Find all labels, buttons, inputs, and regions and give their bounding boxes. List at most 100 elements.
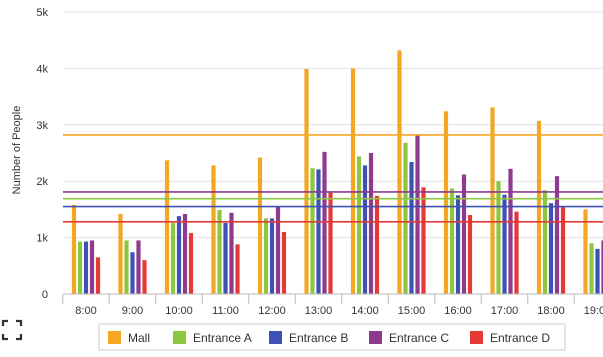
legend-item-entrance-c[interactable]: Entrance C [369, 331, 449, 345]
legend-swatch [470, 331, 483, 344]
bar-entrance-b-1500[interactable] [409, 162, 414, 294]
legend-swatch [108, 331, 121, 344]
bar-entrance-a-1000[interactable] [170, 222, 176, 294]
bar-entrance-d-1800[interactable] [560, 207, 566, 294]
legend-label: Entrance C [389, 331, 449, 345]
bar-entrance-a-900[interactable] [124, 240, 129, 294]
legend-label: Entrance A [193, 331, 252, 345]
bar-mall-900[interactable] [118, 213, 123, 294]
legend-item-entrance-d[interactable]: Entrance D [470, 331, 550, 345]
bar-entrance-a-1100[interactable] [217, 209, 222, 294]
bar-mall-1800[interactable] [536, 120, 542, 295]
bar-entrance-d-1100[interactable] [235, 244, 240, 294]
bar-entrance-d-1300[interactable] [328, 191, 333, 294]
bar-entrance-c-1000[interactable] [182, 213, 188, 294]
fullscreen-corners-icon[interactable] [1, 319, 23, 341]
bar-entrance-b-900[interactable] [130, 252, 135, 294]
bar-entrance-d-1600[interactable] [467, 215, 473, 294]
legend-swatch [369, 331, 382, 344]
bar-entrance-b-1000[interactable] [176, 216, 182, 294]
bar-entrance-b-1200[interactable] [269, 218, 275, 294]
bar-entrance-d-1200[interactable] [281, 231, 287, 294]
reference-lines-layer [63, 134, 603, 223]
bar-entrance-d-800[interactable] [95, 257, 101, 294]
grid-layer: 0 1k 2k 3k 4k 5k [36, 7, 603, 301]
bar-entrance-b-1700[interactable] [502, 194, 507, 294]
y-tick-label: 0 [42, 289, 48, 301]
bar-entrance-a-1300[interactable] [310, 168, 315, 294]
bar-entrance-c-1100[interactable] [229, 212, 234, 294]
bar-entrance-b-1600[interactable] [455, 195, 461, 294]
bar-entrance-c-900[interactable] [136, 240, 141, 294]
bar-mall-1900[interactable] [583, 209, 588, 294]
x-tick-label: 19:00 [584, 305, 603, 317]
bar-entrance-a-1400[interactable] [356, 156, 362, 294]
bar-entrance-a-1900[interactable] [589, 243, 594, 294]
bar-mall-1500[interactable] [397, 50, 402, 294]
bar-entrance-d-900[interactable] [142, 260, 147, 294]
y-tick-label: 1k [36, 233, 48, 245]
y-tick-label: 5k [36, 7, 48, 19]
bar-entrance-b-800[interactable] [83, 241, 89, 294]
x-tick-label: 15:00 [398, 305, 426, 317]
bar-entrance-c-1400[interactable] [368, 153, 374, 294]
legend-item-entrance-b[interactable]: Entrance B [269, 331, 348, 345]
x-tick-label: 13:00 [305, 305, 333, 317]
bar-entrance-c-1600[interactable] [461, 174, 467, 294]
bar-entrance-d-1400[interactable] [374, 195, 380, 294]
legend-item-entrance-a[interactable]: Entrance A [173, 331, 252, 345]
bar-entrance-a-800[interactable] [77, 241, 83, 294]
bar-entrance-d-1000[interactable] [188, 233, 194, 294]
bar-mall-1600[interactable] [443, 111, 449, 294]
legend: Mall Entrance A Entrance B Entrance C Entran… [98, 323, 566, 351]
bar-mall-1300[interactable] [304, 68, 309, 295]
legend-swatch [173, 331, 186, 344]
bar-entrance-a-1200[interactable] [263, 218, 269, 294]
legend-label: Entrance D [490, 331, 550, 345]
y-axis-title: Number of People [11, 106, 23, 195]
bar-entrance-c-1200[interactable] [275, 206, 281, 294]
legend-item-mall[interactable]: Mall [108, 331, 150, 345]
bar-entrance-c-1900[interactable] [601, 240, 603, 294]
bar-entrance-c-800[interactable] [89, 240, 95, 294]
x-tick-label: 11:00 [212, 305, 239, 317]
bar-entrance-d-1700[interactable] [514, 211, 519, 294]
bar-entrance-a-1500[interactable] [403, 142, 408, 294]
bar-entrance-b-1300[interactable] [316, 169, 321, 294]
bar-entrance-a-1600[interactable] [449, 188, 455, 294]
bar-entrance-b-1400[interactable] [362, 165, 368, 294]
bar-entrance-b-1800[interactable] [548, 203, 554, 294]
bar-mall-1400[interactable] [350, 68, 356, 295]
bar-entrance-c-1500[interactable] [415, 134, 420, 294]
bar-mall-1700[interactable] [490, 107, 495, 294]
bar-entrance-a-1700[interactable] [496, 181, 501, 294]
legend-label: Mall [128, 331, 150, 345]
bar-mall-800[interactable] [71, 204, 77, 294]
bar-entrance-b-1900[interactable] [595, 248, 600, 294]
x-tick-label: 16:00 [444, 305, 472, 317]
bar-entrance-c-1700[interactable] [508, 168, 513, 294]
bar-mall-1200[interactable] [257, 157, 263, 294]
bar-entrance-a-1800[interactable] [542, 190, 548, 294]
x-tick-label: 17:00 [491, 305, 519, 317]
x-tick-label: 10:00 [165, 305, 193, 317]
bar-entrance-c-1300[interactable] [322, 151, 327, 294]
legend-swatch [269, 331, 282, 344]
y-tick-label: 3k [36, 120, 48, 132]
x-tick-label: 12:00 [258, 305, 286, 317]
legend-label: Entrance B [289, 331, 348, 345]
x-tick-label: 8:00 [75, 305, 96, 317]
bars-layer [71, 50, 603, 295]
axes-layer: 8:00 9:00 10:00 11:00 12:00 13:00 14:00 15:00 16… [62, 293, 603, 317]
x-tick-label: 14:00 [351, 305, 379, 317]
bar-mall-1100[interactable] [211, 165, 216, 294]
x-tick-label: 9:00 [122, 305, 143, 317]
y-tick-label: 4k [36, 63, 48, 75]
x-tick-label: 18:00 [537, 305, 565, 317]
bar-entrance-c-1800[interactable] [554, 176, 560, 294]
bar-mall-1000[interactable] [164, 160, 170, 294]
bar-entrance-d-1500[interactable] [421, 187, 426, 294]
bar-entrance-b-1100[interactable] [223, 222, 228, 294]
